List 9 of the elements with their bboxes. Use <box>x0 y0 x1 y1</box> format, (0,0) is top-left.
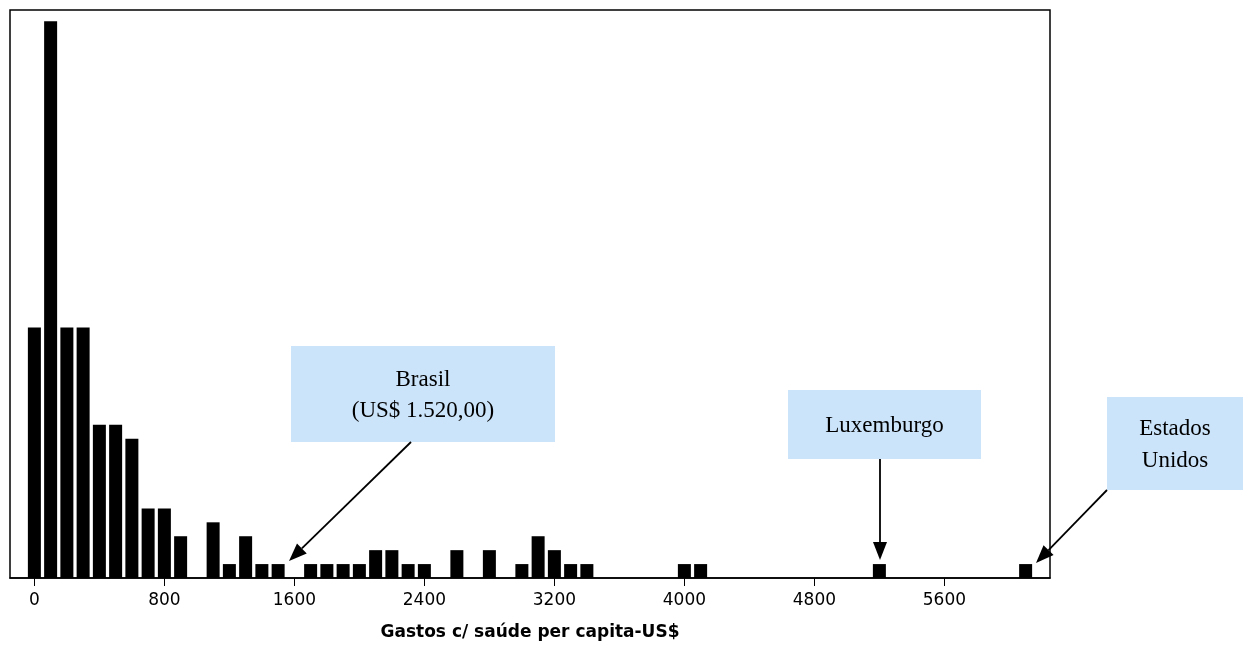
x-tick-label: 800 <box>148 588 181 609</box>
x-tick-label: 3200 <box>532 588 577 609</box>
x-tick-label: 4000 <box>662 588 707 609</box>
x-axis-title: Gastos c/ saúde per capita-US$ <box>380 620 680 641</box>
x-tick-label: 5600 <box>922 588 967 609</box>
x-tick-label: 4800 <box>792 588 837 609</box>
x-tick-label: 1600 <box>272 588 317 609</box>
x-tick-label: 0 <box>28 588 40 609</box>
x-tick-label: 2400 <box>402 588 447 609</box>
